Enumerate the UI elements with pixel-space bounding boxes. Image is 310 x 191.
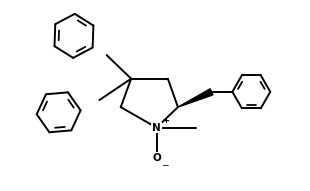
Text: −: − <box>161 160 169 169</box>
Polygon shape <box>178 89 213 107</box>
Text: +: + <box>162 116 169 125</box>
Text: N: N <box>152 123 161 133</box>
Text: O: O <box>152 153 161 163</box>
